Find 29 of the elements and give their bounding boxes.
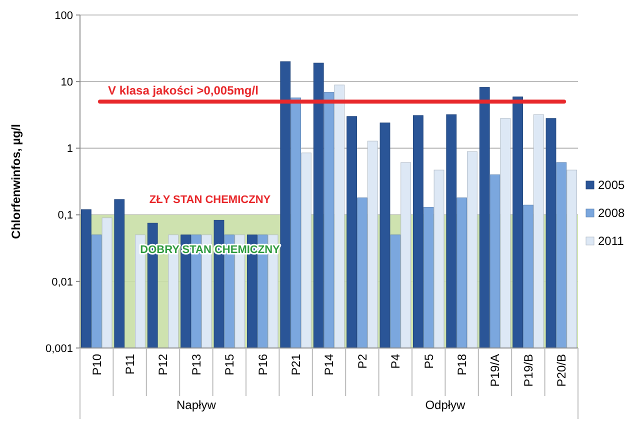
text: Napływ <box>176 398 216 412</box>
y-axis-title: Chlorfenwinfos, µg/l <box>9 124 23 239</box>
x-tick-label: P2 <box>355 354 370 369</box>
y-tick-label: 10 <box>60 76 73 88</box>
x-tick-label: P19/B <box>521 354 536 387</box>
y-tick-label: 0,001 <box>45 342 73 355</box>
x-tick-label: P16 <box>256 354 270 376</box>
annotation: ZŁY STAN CHEMICZNY <box>149 194 272 206</box>
legend-label: 2005 <box>598 178 626 192</box>
y-tick-label: 0,01 <box>52 276 73 288</box>
x-tick-label: P5 <box>422 354 436 369</box>
ref-line-label: V klasa jakości >0,005mg/l <box>108 84 258 98</box>
x-tick-label: P10 <box>90 354 104 376</box>
x-tick-label: P14 <box>322 354 336 376</box>
legend-label: 2008 <box>598 206 626 220</box>
text: Odpływ <box>425 398 466 412</box>
x-tick-label: P11 <box>123 354 137 374</box>
x-tick-label: P4 <box>388 354 403 369</box>
y-tick-label: 1 <box>66 143 73 156</box>
x-tick-label: P13 <box>189 354 204 376</box>
legend-label: 2011 <box>598 234 624 248</box>
x-tick-label: P15 <box>222 354 237 376</box>
x-tick-label: P19/A <box>488 354 502 387</box>
x-tick-label: P12 <box>156 354 170 376</box>
x-tick-label: P21 <box>289 354 303 376</box>
y-tick-label: 100 <box>54 10 73 22</box>
y-tick-label: 0,1 <box>58 210 73 222</box>
x-tick-label: P20/B <box>554 354 569 387</box>
x-tick-label: P18 <box>455 354 469 376</box>
